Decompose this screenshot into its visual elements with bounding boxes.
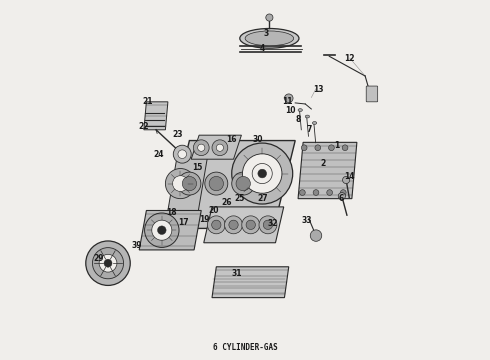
Text: 6 CYLINDER-GAS: 6 CYLINDER-GAS	[213, 343, 277, 352]
Polygon shape	[212, 267, 289, 298]
Circle shape	[259, 216, 277, 234]
Circle shape	[212, 140, 228, 156]
Circle shape	[145, 213, 179, 247]
Polygon shape	[144, 102, 168, 130]
Ellipse shape	[313, 122, 317, 125]
Polygon shape	[204, 207, 284, 243]
Circle shape	[209, 176, 223, 191]
Circle shape	[224, 216, 243, 234]
Text: 39: 39	[131, 241, 142, 250]
Circle shape	[299, 190, 305, 195]
Text: 32: 32	[268, 219, 278, 228]
Circle shape	[104, 259, 112, 267]
Circle shape	[236, 176, 250, 191]
Circle shape	[263, 220, 272, 229]
Circle shape	[341, 190, 346, 195]
Polygon shape	[298, 142, 357, 199]
Text: 10: 10	[286, 106, 296, 115]
Circle shape	[99, 254, 117, 272]
Text: 33: 33	[301, 216, 312, 225]
Circle shape	[246, 220, 255, 229]
Circle shape	[182, 176, 196, 191]
Ellipse shape	[245, 31, 294, 46]
Text: 13: 13	[313, 85, 324, 94]
Circle shape	[258, 169, 267, 178]
Ellipse shape	[240, 28, 299, 48]
Text: 20: 20	[208, 206, 219, 215]
Text: 2: 2	[320, 159, 326, 168]
Circle shape	[152, 220, 172, 240]
Text: 8: 8	[295, 115, 301, 124]
Polygon shape	[168, 158, 207, 211]
Polygon shape	[191, 135, 242, 159]
Circle shape	[216, 144, 223, 151]
Circle shape	[301, 145, 307, 150]
Circle shape	[315, 145, 320, 150]
Text: 23: 23	[172, 130, 183, 139]
Text: 31: 31	[232, 269, 243, 278]
Text: 12: 12	[344, 54, 355, 63]
Circle shape	[93, 248, 123, 279]
Circle shape	[266, 14, 273, 21]
Circle shape	[343, 176, 350, 184]
Circle shape	[157, 226, 166, 234]
Text: 7: 7	[307, 125, 312, 134]
Text: 18: 18	[166, 208, 177, 217]
Circle shape	[243, 154, 282, 193]
Circle shape	[310, 230, 322, 241]
Circle shape	[205, 172, 228, 195]
Circle shape	[229, 220, 238, 229]
Circle shape	[207, 216, 225, 234]
Circle shape	[172, 176, 188, 192]
Text: 11: 11	[282, 96, 293, 105]
Text: 27: 27	[257, 194, 268, 203]
Text: 14: 14	[344, 172, 354, 181]
Text: 4: 4	[260, 44, 265, 53]
Circle shape	[242, 216, 260, 234]
FancyBboxPatch shape	[366, 86, 378, 102]
Text: 16: 16	[226, 135, 237, 144]
Text: 26: 26	[221, 198, 232, 207]
Text: 1: 1	[334, 141, 339, 150]
Circle shape	[285, 94, 293, 103]
Circle shape	[166, 168, 196, 199]
Text: 19: 19	[199, 215, 210, 224]
Text: 3: 3	[263, 29, 269, 38]
Circle shape	[342, 145, 348, 150]
Circle shape	[86, 241, 130, 285]
Text: 25: 25	[234, 194, 245, 203]
Text: 30: 30	[252, 135, 263, 144]
Text: 21: 21	[142, 97, 153, 106]
Text: 22: 22	[139, 122, 149, 131]
Text: 29: 29	[94, 254, 104, 263]
Circle shape	[178, 172, 201, 195]
Text: 15: 15	[193, 163, 203, 172]
Circle shape	[212, 220, 221, 229]
Circle shape	[313, 190, 319, 195]
Circle shape	[232, 172, 255, 195]
Circle shape	[252, 163, 272, 184]
Ellipse shape	[298, 109, 302, 112]
Text: 6: 6	[339, 194, 343, 203]
Polygon shape	[139, 211, 201, 250]
Circle shape	[178, 150, 187, 158]
Polygon shape	[168, 140, 295, 228]
Ellipse shape	[305, 115, 310, 118]
Circle shape	[232, 143, 293, 204]
Circle shape	[197, 144, 205, 151]
Circle shape	[329, 145, 334, 150]
Circle shape	[338, 193, 345, 200]
Text: 17: 17	[178, 218, 189, 227]
Text: 24: 24	[153, 150, 164, 159]
Circle shape	[173, 145, 191, 163]
Circle shape	[194, 140, 209, 156]
Circle shape	[327, 190, 333, 195]
